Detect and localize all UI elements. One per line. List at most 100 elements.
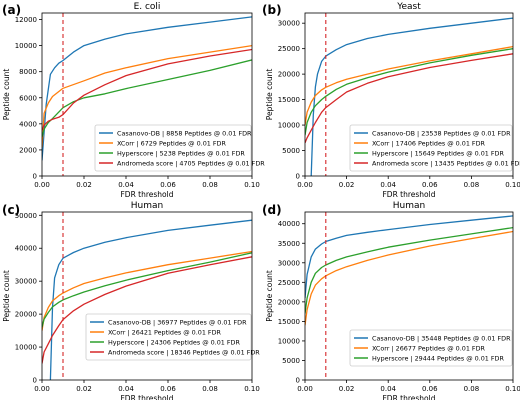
legend: Casanovo-DB | 8858 Peptides @ 0.01 FDR XC… (94, 124, 265, 172)
x-tick-label: 0.02 (76, 181, 92, 189)
y-axis-label: Peptide count (2, 69, 11, 121)
panel-label: (c) (2, 203, 20, 217)
series-lines (42, 16, 252, 161)
y-tick-label: 35000 (278, 240, 300, 248)
series-line-0 (42, 16, 252, 161)
x-tick-label: 0.06 (160, 181, 176, 189)
panel-label: (b) (262, 3, 282, 17)
chart-title: Human (393, 201, 425, 211)
series-line-1 (305, 230, 513, 326)
legend-entry: XCorr | 6729 Peptides @ 0.01 FDR (117, 140, 226, 148)
x-tick-label: 0.10 (505, 385, 520, 393)
chart-title: Yeast (396, 2, 421, 12)
x-axis-label: FDR threshold (120, 190, 173, 199)
x-tick-label: 0.00 (297, 385, 313, 393)
y-tick-label: 0 (33, 377, 37, 385)
x-tick-label: 0.00 (34, 181, 50, 189)
x-tick-label: 0.04 (380, 181, 396, 189)
x-tick-label: 0.08 (202, 385, 218, 393)
y-axis-label: Peptide count (2, 270, 11, 322)
x-axis-label: FDR threshold (120, 394, 173, 400)
legend-entry: Hyperscore | 5238 Peptides @ 0.01 FDR (117, 150, 245, 158)
series-line-3 (305, 53, 513, 144)
panel-3: (d) Human 0.00 0.02 0.04 0.06 0.08 0.10 0 5000 100… (262, 201, 520, 400)
plot-frame (304, 211, 514, 381)
series-line-2 (42, 59, 252, 138)
x-tick-label: 0.08 (202, 181, 218, 189)
x-tick-label: 0.02 (76, 385, 92, 393)
legend-entry: Andromeda score | 18346 Peptides @ 0.01 … (108, 349, 260, 357)
x-axis-label: FDR threshold (382, 394, 435, 400)
x-tick-label: 0.10 (244, 181, 260, 189)
legend-entry: Casanovo-DB | 36977 Peptides @ 0.01 FDR (108, 319, 247, 327)
series-lines (305, 215, 513, 326)
series-line-2 (305, 226, 513, 314)
x-tick-label: 0.02 (339, 181, 355, 189)
y-tick-label: 10000 (15, 344, 37, 352)
series-line-0 (49, 219, 252, 380)
panel-2: (c) Human 0.00 0.02 0.04 0.06 0.08 0.10 0 10000 20… (2, 201, 260, 400)
y-tick-label: 50000 (15, 212, 37, 220)
x-tick-label: 0.00 (297, 181, 313, 189)
x-tick-label: 0.08 (464, 385, 480, 393)
y-tick-label: 5000 (282, 147, 300, 155)
legend-entry: Casanovo-DB | 23538 Peptides @ 0.01 FDR (372, 130, 511, 138)
x-tick-label: 0.04 (380, 385, 396, 393)
y-tick-label: 10000 (278, 337, 300, 345)
x-tick-label: 0.04 (118, 181, 134, 189)
x-tick-label: 0.08 (464, 181, 480, 189)
legend: Casanovo-DB | 23538 Peptides @ 0.01 FDR X… (349, 124, 520, 172)
legend-entry: Hyperscore | 24306 Peptides @ 0.01 FDR (108, 339, 240, 347)
x-tick-label: 0.10 (505, 181, 520, 189)
plot-frame (41, 12, 253, 177)
series-line-1 (42, 44, 252, 148)
y-tick-label: 20000 (278, 71, 300, 79)
x-tick-label: 0.06 (422, 181, 438, 189)
legend-entry: XCorr | 17406 Peptides @ 0.01 FDR (372, 140, 486, 148)
panel-0: (a) E. coli 0.00 0.02 0.04 0.06 0.08 0.10 0 2000 4… (2, 2, 265, 199)
y-tick-label: 30000 (15, 278, 37, 286)
plot-frame (41, 211, 253, 381)
x-axis-label: FDR threshold (382, 190, 435, 199)
legend-entry: Hyperscore | 29444 Peptides @ 0.01 FDR (372, 355, 504, 363)
x-tick-label: 0.02 (339, 385, 355, 393)
series-line-3 (42, 256, 252, 364)
legend-box (349, 329, 513, 367)
y-tick-label: 0 (33, 173, 37, 181)
legend-box (349, 124, 513, 172)
series-line-1 (42, 250, 252, 331)
legend-entry: Hyperscore | 15649 Peptides @ 0.01 FDR (372, 150, 504, 158)
x-tick-label: 0.10 (244, 385, 260, 393)
panel-label: (a) (2, 3, 21, 17)
panel-label: (d) (262, 203, 282, 217)
y-tick-label: 6000 (19, 94, 37, 102)
y-tick-label: 8000 (19, 68, 37, 76)
series-line-2 (305, 48, 513, 136)
x-tick-label: 0.06 (160, 385, 176, 393)
x-tick-label: 0.04 (118, 385, 134, 393)
legend: Casanovo-DB | 36977 Peptides @ 0.01 FDR X… (85, 313, 260, 361)
x-tick-label: 0.00 (34, 385, 50, 393)
series-lines (305, 17, 513, 176)
legend: Casanovo-DB | 35448 Peptides @ 0.01 FDR X… (349, 329, 513, 367)
y-tick-label: 0 (296, 173, 300, 181)
y-tick-label: 12000 (15, 16, 37, 24)
legend-entry: XCorr | 26421 Peptides @ 0.01 FDR (108, 329, 222, 337)
y-tick-label: 30000 (278, 259, 300, 267)
y-tick-label: 40000 (278, 220, 300, 228)
y-axis-label: Peptide count (265, 270, 274, 322)
y-tick-label: 15000 (278, 318, 300, 326)
y-tick-label: 20000 (278, 298, 300, 306)
legend-entry: Andromeda score | 13435 Peptides @ 0.01 … (372, 160, 520, 168)
y-tick-label: 25000 (278, 45, 300, 53)
series-line-0 (310, 17, 513, 176)
legend-entry: XCorr | 26677 Peptides @ 0.01 FDR (372, 345, 486, 353)
y-tick-label: 5000 (282, 357, 300, 365)
legend-entry: Andromeda score | 4705 Peptides @ 0.01 F… (117, 160, 265, 168)
y-tick-label: 25000 (278, 279, 300, 287)
y-tick-label: 4000 (19, 120, 37, 128)
y-tick-label: 10000 (278, 122, 300, 130)
panel-1: (b) Yeast 0.00 0.02 0.04 0.06 0.08 0.10 0 5000 100… (262, 2, 520, 199)
series-line-3 (42, 48, 252, 131)
